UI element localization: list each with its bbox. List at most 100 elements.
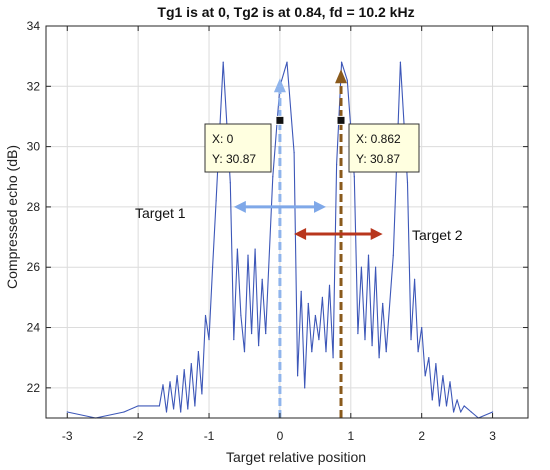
datatip-marker-1	[275, 115, 285, 125]
data-point	[314, 314, 316, 317]
target-2-arrow-head-left	[294, 228, 307, 241]
target-1-arrow-head-right	[313, 200, 326, 213]
data-point	[307, 302, 309, 305]
data-point	[201, 393, 203, 395]
plot-frame	[45, 25, 529, 419]
marker-arrowhead-target-1	[273, 78, 286, 93]
x-tick-label: 2	[418, 429, 425, 443]
data-point	[293, 152, 295, 154]
x-tick-label: 0	[277, 429, 284, 443]
data-point	[165, 411, 168, 413]
data-point	[180, 411, 182, 413]
data-point	[250, 332, 253, 335]
data-point	[325, 351, 327, 353]
data-point	[247, 254, 249, 256]
data-point	[258, 345, 260, 347]
data-point	[410, 339, 412, 341]
y-tick-label: 26	[27, 260, 41, 274]
data-point	[470, 411, 472, 413]
data-point	[346, 79, 348, 81]
target-1-arrow-head-left	[233, 200, 246, 213]
data-point	[137, 405, 139, 407]
data-point	[413, 278, 416, 280]
data-point	[211, 266, 214, 268]
data-point	[399, 61, 402, 63]
data-point	[204, 314, 207, 317]
data-point	[169, 381, 171, 383]
datatip-2-x: X: 0.862	[356, 132, 401, 146]
data-point	[229, 182, 231, 184]
datatip-2[interactable]: X: 0.862 Y: 30.87	[348, 123, 420, 173]
data-point	[491, 411, 494, 413]
data-point	[385, 351, 387, 353]
data-point	[123, 411, 125, 413]
data-point	[240, 314, 242, 317]
data-point	[194, 405, 196, 407]
data-point	[183, 369, 185, 371]
data-point	[417, 351, 419, 353]
y-axis-label: Compressed echo (dB)	[4, 145, 20, 289]
data-point	[318, 339, 320, 341]
data-point	[340, 61, 343, 63]
x-tick-label: -3	[62, 429, 73, 443]
data-point	[449, 381, 451, 383]
y-tick-label: 22	[27, 381, 41, 395]
marker-arrowhead-target-2	[335, 69, 348, 84]
data-point	[176, 375, 178, 377]
datatip-1-x: X: 0	[212, 132, 234, 146]
data-point	[424, 375, 426, 377]
data-point	[222, 61, 224, 63]
data-point	[321, 296, 324, 298]
data-point	[243, 351, 246, 353]
data-point	[197, 351, 199, 353]
data-point	[328, 284, 331, 286]
data-point	[187, 408, 189, 410]
y-tick-label: 32	[27, 79, 41, 93]
data-point	[66, 411, 68, 413]
data-point	[233, 339, 235, 341]
data-point	[406, 182, 409, 184]
data-point	[375, 266, 377, 268]
data-point	[336, 164, 338, 166]
data-point	[158, 405, 161, 407]
target-2-arrow-head-right	[370, 228, 383, 241]
data-point	[452, 411, 455, 413]
data-point	[456, 399, 458, 401]
x-tick-label: 3	[489, 429, 496, 443]
data-point	[353, 176, 355, 178]
datatip-1[interactable]: X: 0 Y: 30.87	[204, 123, 272, 173]
x-tick-label: -1	[204, 429, 215, 443]
data-point	[378, 357, 380, 359]
data-point	[254, 248, 256, 250]
y-tick-label: 34	[27, 19, 41, 33]
chart-title: Tg1 is at 0, Tg2 is at 0.84, fd = 10.2 k…	[157, 4, 414, 20]
data-point	[190, 363, 192, 365]
y-tick-label: 24	[27, 321, 41, 335]
grid	[46, 25, 528, 418]
data-point	[442, 375, 444, 377]
data-point	[392, 254, 394, 256]
data-point	[162, 384, 164, 386]
data-point	[382, 302, 384, 305]
data-point	[236, 248, 238, 250]
x-tick-label: -2	[133, 429, 144, 443]
data-point	[261, 278, 263, 280]
data-point	[435, 363, 437, 365]
datatip-2-y: Y: 30.87	[356, 152, 400, 166]
annotation-target-1: Target 1	[135, 205, 186, 221]
data-point	[265, 332, 267, 335]
x-tick-label: 1	[347, 429, 354, 443]
y-tick-label: 28	[27, 200, 41, 214]
data-point	[460, 411, 462, 413]
data-point	[428, 357, 430, 359]
y-tick-label: 30	[27, 140, 41, 154]
data-point	[445, 405, 448, 407]
data-point	[311, 351, 313, 353]
datatip-2-box	[348, 123, 420, 173]
data-point	[286, 61, 288, 63]
data-point	[297, 375, 299, 377]
data-point	[272, 176, 274, 178]
data-point	[300, 290, 302, 292]
data-point	[364, 339, 366, 341]
